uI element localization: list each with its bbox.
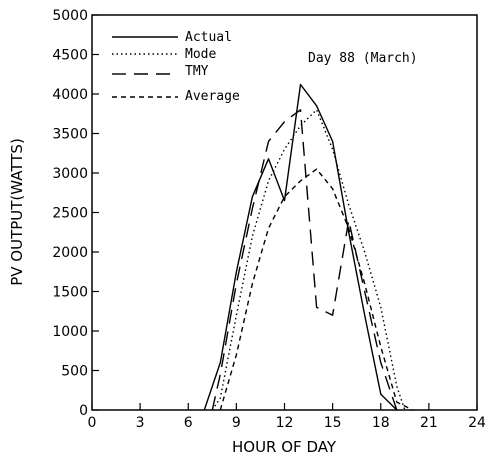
x-tick-label: 9 — [232, 415, 241, 431]
x-tick-label: 24 — [468, 415, 486, 431]
series-line-average — [219, 168, 414, 411]
x-tick-label: 3 — [136, 415, 145, 431]
x-tick-label: 18 — [372, 415, 390, 431]
legend-label-mode: Mode — [185, 47, 216, 62]
x-tick-label: 6 — [184, 415, 193, 431]
day-annotation: Day 88 (March) — [308, 51, 418, 66]
x-tick-label: 0 — [88, 415, 97, 431]
legend: Actual Mode TMY Average — [112, 30, 240, 104]
y-tick-label: 0 — [79, 403, 88, 419]
y-tick-label: 2500 — [52, 206, 88, 222]
x-axis-title: HOUR OF DAY — [232, 438, 337, 456]
plot-frame — [91, 14, 478, 411]
y-tick-label: 3500 — [52, 127, 88, 143]
x-tick-label: 21 — [420, 415, 438, 431]
legend-label-actual: Actual — [185, 30, 232, 45]
y-tick-label: 1000 — [52, 324, 88, 340]
series-layer — [203, 83, 414, 411]
y-tick-label: 2000 — [52, 245, 88, 261]
y-axis-title: PV OUTPUT(WATTS) — [8, 138, 26, 286]
series-line-actual — [203, 83, 398, 411]
legend-label-average: Average — [185, 89, 240, 104]
y-tick-label: 4500 — [52, 48, 88, 64]
x-tick-label: 12 — [276, 415, 294, 431]
y-tick-label: 4000 — [52, 87, 88, 103]
legend-label-tmy: TMY — [185, 64, 209, 79]
y-tick-label: 3000 — [52, 166, 88, 182]
tick-layer: 0 3 6 9 12 15 18 21 24 0 500 1000 1500 2000 2500 3000 35… — [52, 8, 486, 431]
series-line-tmy — [211, 109, 405, 411]
y-tick-label: 500 — [61, 364, 88, 380]
y-tick-label: 1500 — [52, 285, 88, 301]
x-tick-label: 15 — [324, 415, 342, 431]
y-tick-label: 5000 — [52, 8, 88, 24]
series-line-mode — [211, 109, 406, 411]
